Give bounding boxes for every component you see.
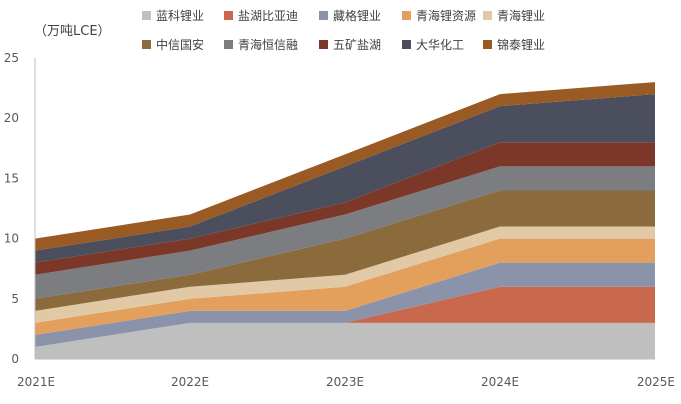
legend-item: 藏格锂业 xyxy=(319,7,381,24)
x-tick-label: 2025E xyxy=(637,375,675,389)
legend-swatch xyxy=(483,11,492,20)
area-series-8 xyxy=(35,142,655,275)
legend-swatch xyxy=(319,40,328,49)
legend-item: 五矿盐湖 xyxy=(319,36,381,53)
legend-item: 青海锂资源 xyxy=(402,7,476,24)
y-tick-label: 15 xyxy=(4,171,19,185)
legend-label: 锦泰锂业 xyxy=(497,38,546,52)
legend-item: 蓝科锂业 xyxy=(142,7,204,24)
legend-swatch xyxy=(142,40,151,49)
area-series-1 xyxy=(35,322,655,359)
legend-label: 中信国安 xyxy=(156,38,205,52)
y-tick-label: 0 xyxy=(11,352,19,366)
area-series-9 xyxy=(35,94,655,263)
legend-item: 大华化工 xyxy=(402,36,464,53)
legend-item: 锦泰锂业 xyxy=(483,36,545,53)
x-tick-label: 2023E xyxy=(326,375,364,389)
legend-swatch xyxy=(319,11,328,20)
legend-swatch xyxy=(142,11,151,20)
y-axis-unit-label: （万吨LCE） xyxy=(34,24,111,39)
y-tick-label: 5 xyxy=(11,292,19,306)
legend-label: 青海锂业 xyxy=(497,9,546,23)
legend-swatch xyxy=(402,40,411,49)
chart-legend: 蓝科锂业 盐湖比亚迪 藏格锂业 青海锂资源 青海锂业中信国安 青海恒信融 五矿盐湖 大华化工 锦… xyxy=(0,0,681,60)
legend-swatch xyxy=(402,11,411,20)
legend-label: 蓝科锂业 xyxy=(156,9,205,23)
legend-item: 青海恒信融 xyxy=(224,36,298,53)
y-tick-label: 20 xyxy=(4,111,19,125)
x-tick-label: 2021E xyxy=(17,375,55,389)
legend-swatch xyxy=(224,11,233,20)
y-tick-label: 10 xyxy=(4,232,19,246)
legend-label: 青海锂资源 xyxy=(416,9,477,23)
area-series-3 xyxy=(35,262,655,347)
legend-item: 盐湖比亚迪 xyxy=(224,7,298,24)
legend-swatch xyxy=(483,40,492,49)
legend-item: 青海锂业 xyxy=(483,7,545,24)
y-tick-label: 25 xyxy=(4,51,19,65)
area-series-2 xyxy=(35,286,655,347)
area-series-6 xyxy=(35,190,655,311)
x-tick-label: 2022E xyxy=(171,375,209,389)
legend-label: 大华化工 xyxy=(416,38,465,52)
area-series-10 xyxy=(35,82,655,251)
legend-label: 青海恒信融 xyxy=(238,38,299,52)
legend-label: 藏格锂业 xyxy=(333,9,382,23)
x-tick-label: 2024E xyxy=(481,375,519,389)
legend-swatch xyxy=(224,40,233,49)
area-series-7 xyxy=(35,166,655,299)
legend-label: 五矿盐湖 xyxy=(333,38,382,52)
legend-label: 盐湖比亚迪 xyxy=(238,9,299,23)
legend-item: 中信国安 xyxy=(142,36,204,53)
